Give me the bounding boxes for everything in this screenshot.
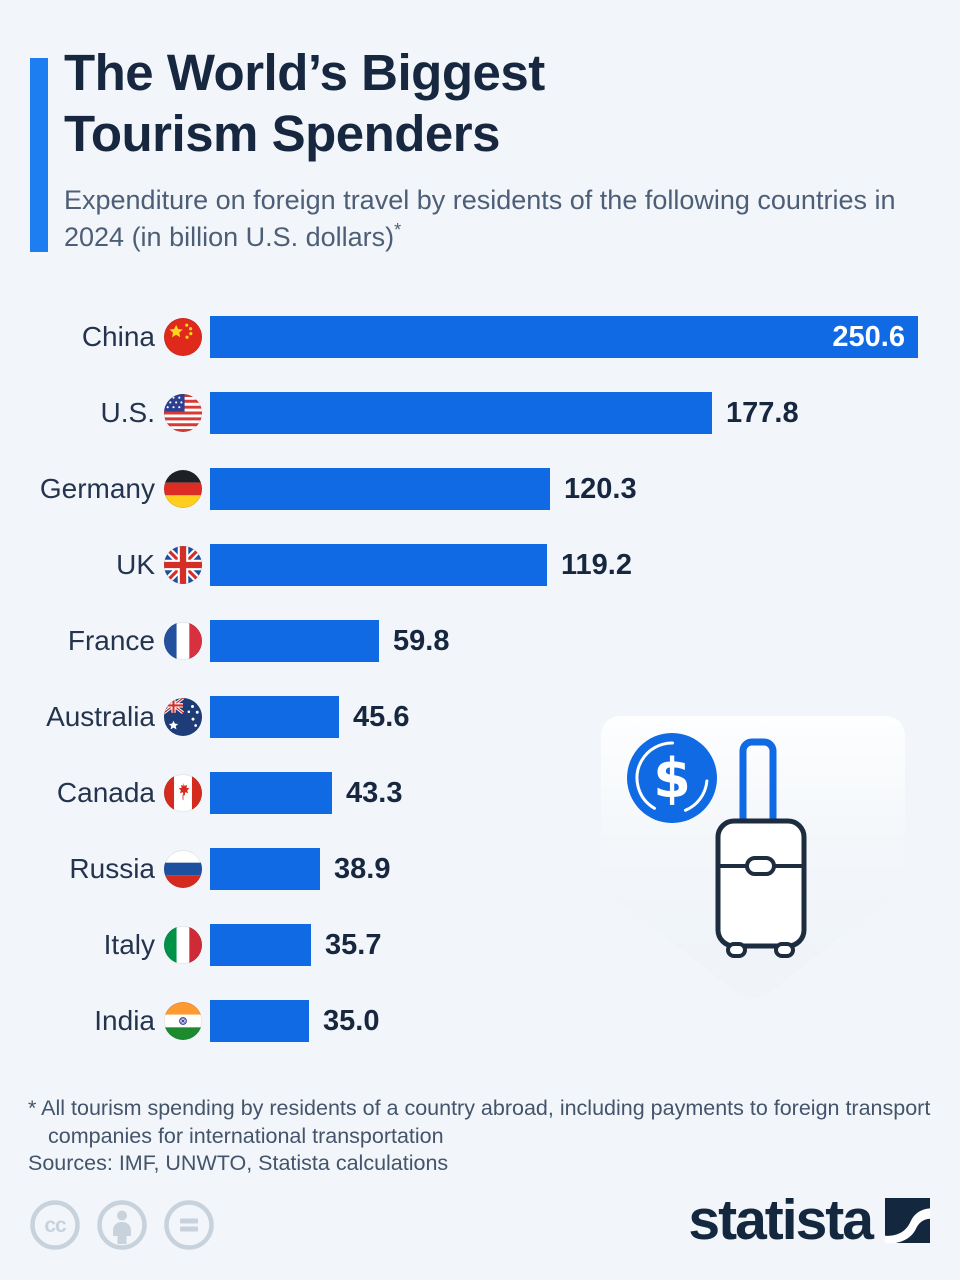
country-label: India	[94, 1005, 155, 1036]
row-label-cell: UK	[30, 546, 210, 584]
statista-logo-text: statista	[688, 1188, 874, 1252]
bar-value: 43.3	[346, 776, 403, 809]
bar	[210, 1000, 309, 1042]
chart-row: U.S. 177.8	[30, 392, 930, 434]
row-label-cell: Germany	[30, 470, 210, 508]
flag-china-icon	[164, 318, 202, 356]
page-subtitle: Expenditure on foreign travel by residen…	[64, 182, 924, 256]
row-label-cell: Italy	[30, 926, 210, 964]
bar	[210, 392, 712, 434]
country-label: UK	[116, 549, 155, 580]
bar-value: 120.3	[564, 472, 637, 505]
bar-chart: China 250.6 U.S.	[30, 316, 930, 1076]
flag-india-icon	[164, 1002, 202, 1040]
country-label: France	[67, 625, 155, 656]
subtitle-asterisk: *	[394, 220, 402, 240]
chart-row: Germany 120.3	[30, 468, 930, 510]
suitcase-icon	[715, 738, 807, 958]
chart-row: UK 119.2	[30, 544, 930, 586]
chart-row: India 35.0	[30, 1000, 930, 1042]
cc-license-icons: cc	[28, 1198, 216, 1252]
flag-russia-icon	[164, 850, 202, 888]
statista-logo-mark-icon	[885, 1197, 930, 1243]
svg-text:cc: cc	[44, 1214, 67, 1237]
chart-row: Russia 38.9	[30, 848, 930, 890]
flag-germany-icon	[164, 470, 202, 508]
bar-value: 59.8	[393, 624, 450, 657]
dollar-coin-icon: $	[627, 733, 717, 823]
title-accent-bar	[30, 58, 48, 252]
flag-canada-icon	[164, 774, 202, 812]
flag-uk-icon	[164, 546, 202, 584]
footnote-line-2: companies for international transportati…	[48, 1124, 444, 1148]
row-label-cell: India	[30, 1002, 210, 1040]
country-label: China	[81, 321, 155, 352]
bar	[210, 468, 550, 510]
cc-icon: cc	[30, 1200, 80, 1250]
country-label: Canada	[56, 777, 155, 808]
chart-row: China 250.6	[30, 316, 930, 358]
row-bar-cell: 38.9	[210, 848, 930, 890]
country-label: Russia	[69, 853, 155, 884]
row-bar-cell: 35.0	[210, 1000, 930, 1042]
chart-row: Canada 43.3	[30, 772, 930, 814]
row-bar-cell: 45.6	[210, 696, 930, 738]
page-title: The World’s Biggest Tourism Spenders	[64, 42, 934, 164]
subtitle-text: Expenditure on foreign travel by residen…	[64, 185, 896, 252]
cc-nd-icon	[164, 1200, 214, 1250]
country-label: Australia	[46, 701, 155, 732]
bar	[210, 772, 332, 814]
svg-text:$: $	[653, 747, 691, 810]
footnote-line-1: * All tourism spending by residents of a…	[28, 1096, 931, 1120]
row-label-cell: France	[30, 622, 210, 660]
row-label-cell: Canada	[30, 774, 210, 812]
row-bar-cell: 119.2	[210, 544, 930, 586]
bar-value: 119.2	[561, 548, 632, 581]
bar-value: 250.6	[832, 321, 905, 353]
chart-row: Italy 35.7	[30, 924, 930, 966]
statista-logo: statista	[688, 1188, 930, 1252]
bar	[210, 848, 320, 890]
bar	[210, 620, 379, 662]
bar-value: 35.0	[323, 1004, 380, 1037]
bar-rows: China 250.6 U.S.	[30, 316, 930, 1042]
bar-value: 38.9	[334, 852, 391, 885]
header: The World’s Biggest Tourism Spenders Exp…	[64, 42, 934, 256]
country-label: Germany	[39, 473, 155, 504]
row-label-cell: Australia	[30, 698, 210, 736]
flag-france-icon	[164, 622, 202, 660]
flag-us-icon	[164, 394, 202, 432]
chart-row: Australia 45.6	[30, 696, 930, 738]
bar-value: 35.7	[325, 928, 382, 961]
bar	[210, 544, 547, 586]
bar-value: 45.6	[353, 700, 410, 733]
bar-value: 177.8	[726, 396, 799, 429]
flag-italy-icon	[164, 926, 202, 964]
row-bar-cell: 59.8	[210, 620, 930, 662]
footnote: * All tourism spending by residents of a…	[28, 1094, 948, 1150]
row-label-cell: U.S.	[30, 394, 210, 432]
illustration: $	[595, 710, 911, 1010]
row-bar-cell: 120.3	[210, 468, 930, 510]
bar	[210, 924, 311, 966]
row-bar-cell: 177.8	[210, 392, 930, 434]
row-bar-cell: 43.3	[210, 772, 930, 814]
bar: 250.6	[210, 316, 918, 358]
cc-attribution-icon	[97, 1200, 147, 1250]
title-line-2: Tourism Spenders	[64, 105, 500, 162]
sources: Sources: IMF, UNWTO, Statista calculatio…	[28, 1151, 449, 1175]
bar	[210, 696, 339, 738]
row-label-cell: Russia	[30, 850, 210, 888]
country-label: Italy	[103, 929, 155, 960]
row-bar-cell: 35.7	[210, 924, 930, 966]
row-label-cell: China	[30, 318, 210, 356]
title-line-1: The World’s Biggest	[64, 44, 545, 101]
flag-australia-icon	[164, 698, 202, 736]
row-bar-cell: 250.6	[210, 316, 930, 358]
country-label: U.S.	[100, 397, 155, 428]
chart-row: France 59.8	[30, 620, 930, 662]
